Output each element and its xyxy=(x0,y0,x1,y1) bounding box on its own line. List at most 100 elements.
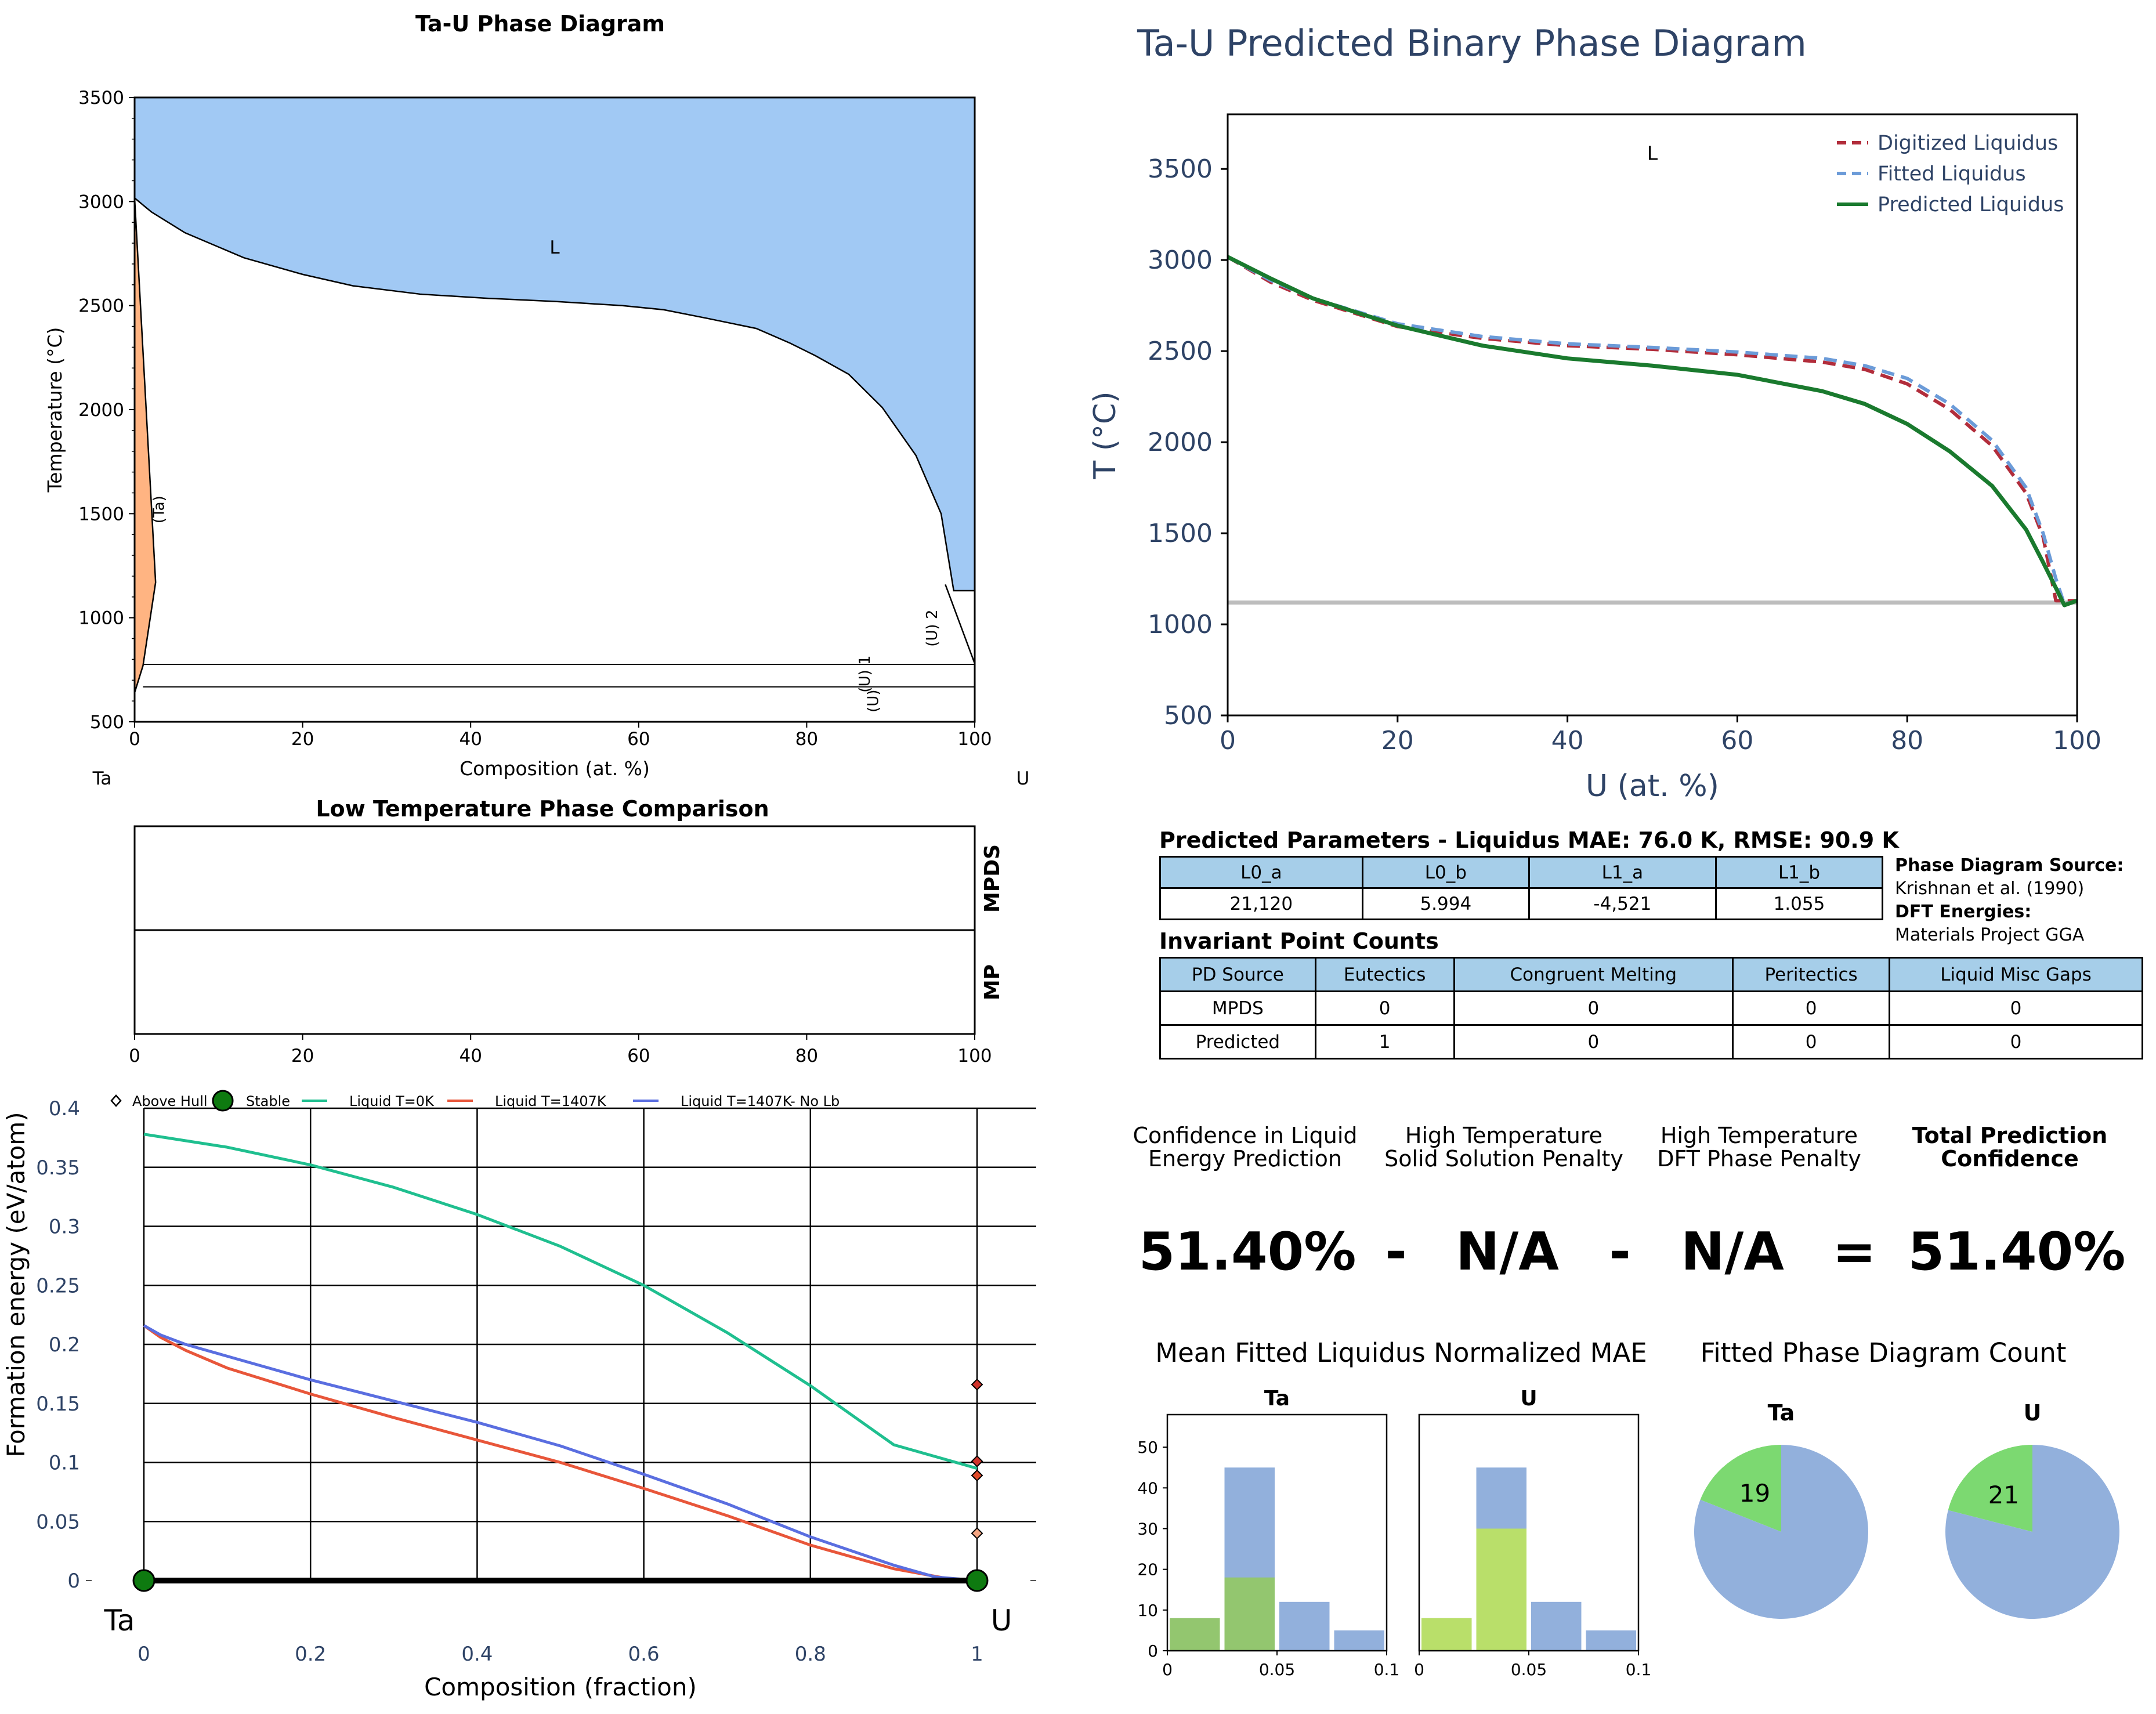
energy-curve xyxy=(143,1324,978,1582)
u2-boundary-line xyxy=(945,584,976,664)
legend-label: Liquid T=1407K xyxy=(495,1093,607,1109)
row-label-mpds: MPDS xyxy=(981,844,1004,913)
invariant-header-peritectics: Peritectics xyxy=(1732,957,1891,992)
x-tick-label: 0.4 xyxy=(461,1643,493,1666)
x-tick-label: 60 xyxy=(1721,726,1753,755)
confidence-header-2b: Solid Solution Penalty xyxy=(1384,1146,1623,1171)
y-tick-label: 2000 xyxy=(1148,428,1213,457)
x-tick-label: 0.2 xyxy=(295,1643,326,1666)
x-tick-label: 0 xyxy=(1220,726,1236,755)
y-tick-label: 0.35 xyxy=(36,1156,80,1180)
phase-diagram-source-label: Phase Diagram Source: xyxy=(1895,855,2124,876)
confidence-header-1a: Confidence in Liquid xyxy=(1133,1123,1357,1148)
hull-right-element: U xyxy=(991,1604,1012,1637)
phase-region-label: (U) 2 xyxy=(924,610,941,647)
confidence-header-3b: DFT Phase Penalty xyxy=(1657,1146,1861,1171)
histogram-title: U xyxy=(1520,1387,1537,1411)
dft-energies-label: DFT Energies: xyxy=(1895,902,2032,922)
histogram-bar xyxy=(1279,1601,1330,1651)
invariant-cell: 0 xyxy=(1732,990,1891,1026)
above-hull-point xyxy=(971,1455,983,1467)
legend-diamond-marker xyxy=(110,1094,122,1107)
y-tick-label: 0.2 xyxy=(49,1333,80,1357)
operator-minus-1: - xyxy=(1385,1221,1406,1282)
formation-energy-xlabel: Composition (fraction) xyxy=(424,1673,697,1701)
parameters-table: L0_a L0_b L1_a L1_b 21,120 5.994 -4,521 … xyxy=(1159,856,1884,920)
predicted-liquid-label: L xyxy=(1647,142,1658,164)
ta-solid-solution-region xyxy=(133,198,157,693)
y-tick-label: 1000 xyxy=(78,608,124,629)
parameters-title: Predicted Parameters - Liquidus MAE: 76.… xyxy=(1159,827,1899,853)
invariant-cell: 0 xyxy=(1889,990,2143,1026)
source-info: Phase Diagram Source: Krishnan et al. (1… xyxy=(1895,854,2124,947)
y-tick-label: 50 xyxy=(1137,1438,1158,1457)
histogram-bar xyxy=(1586,1630,1636,1651)
invariant-cell: Predicted xyxy=(1159,1024,1316,1060)
formation-energy-chart: 0 0.2 0.4 0.6 0.8 1 0 0.05 0.1 0.15 0.2 0.25 0.3 0.35… xyxy=(2,1090,1036,1701)
invariant-cell: 1 xyxy=(1314,1024,1455,1060)
invariant-cell: 0 xyxy=(1732,1024,1891,1060)
x-tick-label: 0 xyxy=(129,1046,140,1066)
pie-slice xyxy=(1700,1444,1781,1532)
phase-region-label: (U) 1 xyxy=(856,655,874,692)
operator-equals: = xyxy=(1832,1221,1876,1282)
histogram-bar xyxy=(1334,1630,1384,1651)
pie-chart-u: U 21 xyxy=(1945,1400,2120,1619)
x-tick-label: 60 xyxy=(627,1046,650,1066)
confidence-header-1b: Energy Prediction xyxy=(1148,1146,1342,1171)
total-confidence-value: 51.40% xyxy=(1908,1221,2126,1282)
y-tick-label: 30 xyxy=(1137,1519,1158,1538)
phase-diagram-ylabel: Temperature (°C) xyxy=(44,327,66,493)
x-tick-label: 80 xyxy=(795,1046,818,1066)
histogram-frame xyxy=(1166,1413,1388,1652)
x-tick-label: 40 xyxy=(1551,726,1584,755)
invariant-header-misc-gaps: Liquid Misc Gaps xyxy=(1889,957,2143,992)
stable-point xyxy=(965,1569,989,1592)
invariant-cell: 0 xyxy=(1453,1024,1734,1060)
y-tick-label: 1500 xyxy=(1148,519,1213,548)
param-value-l0b: 5.994 xyxy=(1361,887,1530,920)
legend-label: Stable xyxy=(246,1093,290,1109)
pie-slice-label: 19 xyxy=(1739,1479,1770,1507)
row-label-mp: MP xyxy=(981,964,1004,1000)
low-temperature-comparison-chart: Low Temperature Phase Comparison MPDS MP… xyxy=(129,796,1004,1066)
liquid-energy-confidence-value: 51.40% xyxy=(1139,1221,1356,1282)
y-tick-label: 40 xyxy=(1137,1478,1158,1498)
y-tick-label: 0.25 xyxy=(36,1274,80,1297)
y-tick-label: 0 xyxy=(1148,1641,1158,1661)
invariant-header-congruent: Congruent Melting xyxy=(1453,957,1734,992)
x-tick-label: 80 xyxy=(795,729,818,750)
predicted-diagram-legend: Digitized Liquidus Fitted Liquidus Predict… xyxy=(1837,132,2064,216)
operator-minus-2: - xyxy=(1609,1221,1630,1282)
param-value-l0a: 21,120 xyxy=(1159,887,1363,920)
phase-diagram-xlabel: Composition (at. %) xyxy=(460,757,650,780)
legend-label: Fitted Liquidus xyxy=(1878,162,2026,186)
histogram-bar xyxy=(1421,1618,1472,1651)
confidence-header-4b: Confidence xyxy=(1941,1146,2079,1171)
y-tick-label: 0.4 xyxy=(49,1097,80,1120)
x-tick-label: 0 xyxy=(138,1643,150,1666)
y-tick-label: 500 xyxy=(90,712,124,733)
x-tick-label: 60 xyxy=(627,729,650,750)
x-tick-label: 40 xyxy=(459,1046,482,1066)
series-line-fitted-liquidus xyxy=(1227,255,2078,606)
phase-diagram-right-element: U xyxy=(1016,768,1030,789)
phase-diagram-title: Ta-U Phase Diagram xyxy=(415,11,665,37)
liquid-region xyxy=(135,97,975,664)
histogram-bar xyxy=(1170,1618,1220,1651)
series-line-digitized-liquidus xyxy=(1227,255,2077,603)
pie-chart-ta: Ta 19 xyxy=(1694,1400,1868,1619)
param-value-l1b: 1.055 xyxy=(1714,887,1884,920)
phase-diagram-left-element: Ta xyxy=(92,768,112,789)
x-tick-label: 0 xyxy=(1414,1660,1424,1679)
y-tick-label: 1000 xyxy=(1148,610,1213,639)
dft-energies-value: Materials Project GGA xyxy=(1895,925,2085,945)
y-tick-label: 1500 xyxy=(78,504,124,525)
legend-label: Liquid T=1407K- No Lb xyxy=(681,1093,840,1109)
y-tick-label: 0.3 xyxy=(49,1216,80,1239)
x-tick-label: 0.1 xyxy=(1374,1660,1400,1679)
invariant-cell: 0 xyxy=(1453,990,1734,1026)
predicted-diagram-xlabel: U (at. %) xyxy=(1586,769,1719,804)
x-tick-label: 0.8 xyxy=(795,1643,826,1666)
legend-label: Digitized Liquidus xyxy=(1878,132,2058,155)
